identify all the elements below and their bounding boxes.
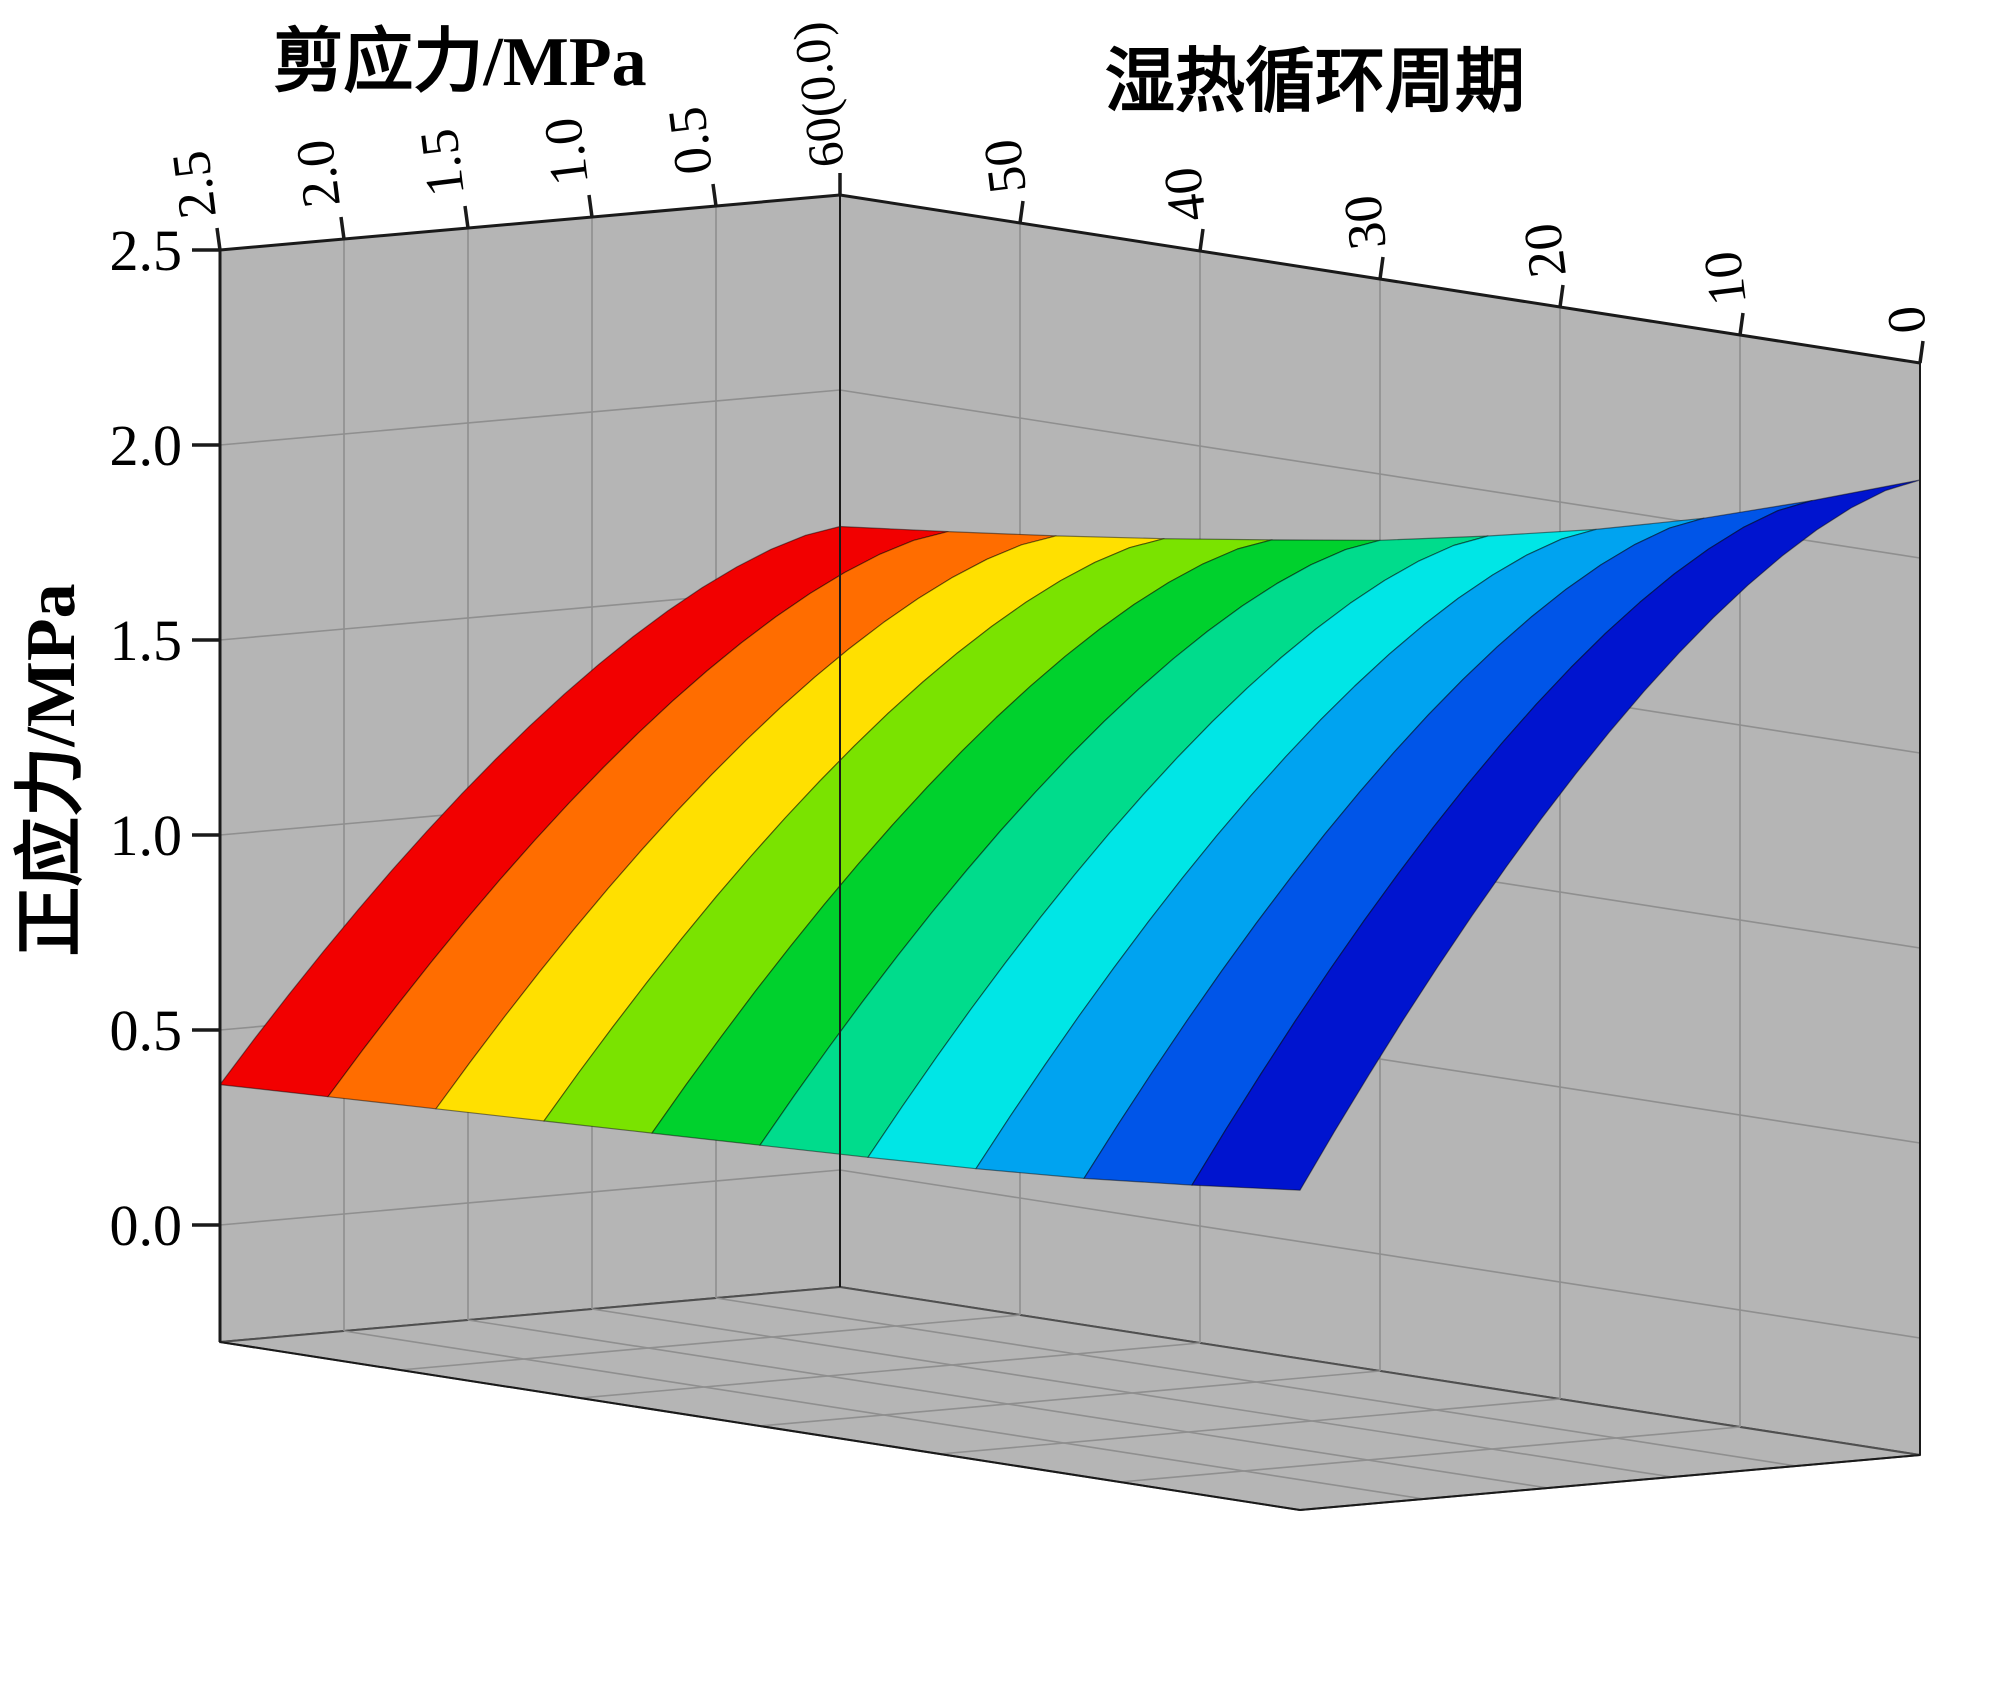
cycle-axis-tick xyxy=(1918,340,1925,364)
shear-axis-title: 剪应力/MPa xyxy=(273,24,647,101)
box-edge xyxy=(219,1341,1301,1511)
shear-axis-tick xyxy=(215,227,222,251)
cycle-axis-tick xyxy=(1198,228,1205,252)
cycle-axis-tick-label: 50 xyxy=(972,136,1038,197)
shear-axis-tick xyxy=(711,183,718,207)
grid-line xyxy=(579,1342,1201,1399)
cycle-axis-tick xyxy=(1738,312,1745,336)
box-edge xyxy=(1299,1454,1921,1511)
cycle-axis-tick-label: 0 xyxy=(1875,303,1938,337)
shear-axis-tick-label: 2.0 xyxy=(284,137,352,211)
grid-line xyxy=(219,389,841,446)
cycle-axis-title: 湿热循环周期 xyxy=(1105,44,1525,121)
cycle-axis-tick-label: 30 xyxy=(1332,192,1398,253)
grid-line xyxy=(759,1370,1381,1427)
z-axis-tick-label: 0.5 xyxy=(110,998,183,1063)
shear-axis-tick-label: 0.5 xyxy=(656,104,724,178)
shear-axis-tick xyxy=(339,216,346,240)
grid-line xyxy=(219,1169,841,1226)
z-axis-tick-label: 2.0 xyxy=(110,413,183,478)
grid-line xyxy=(939,1398,1561,1455)
surface-band xyxy=(1191,479,1921,1191)
corner-tick-label: 60(0.0) xyxy=(782,19,855,171)
shear-axis-tick-label: 1.0 xyxy=(532,115,600,189)
cycle-axis-tick-label: 40 xyxy=(1152,164,1218,225)
cycle-axis-tick-label: 10 xyxy=(1692,248,1758,309)
cycle-axis-tick xyxy=(1558,284,1565,308)
grid-line xyxy=(1119,1426,1741,1483)
box-edge xyxy=(219,193,841,252)
shear-axis-tick-label: 1.5 xyxy=(408,126,476,200)
z-axis-tick-label: 1.5 xyxy=(110,608,183,673)
shear-axis-tick xyxy=(587,194,594,218)
z-axis-tick-label: 1.0 xyxy=(110,803,183,868)
shear-axis-tick xyxy=(463,205,470,229)
grid-line xyxy=(399,1314,1021,1371)
cycle-axis-tick xyxy=(1378,256,1385,280)
z-axis-tick-label: 0.0 xyxy=(110,1193,183,1258)
cycle-axis-tick-label: 20 xyxy=(1512,220,1578,281)
cycle-axis-tick xyxy=(1018,200,1025,224)
z-axis-tick-label: 2.5 xyxy=(110,218,183,283)
grid-line xyxy=(839,1169,1921,1339)
shear-axis-tick-label: 2.5 xyxy=(160,148,228,222)
z-axis-title: 正应力/MPa xyxy=(13,583,90,957)
